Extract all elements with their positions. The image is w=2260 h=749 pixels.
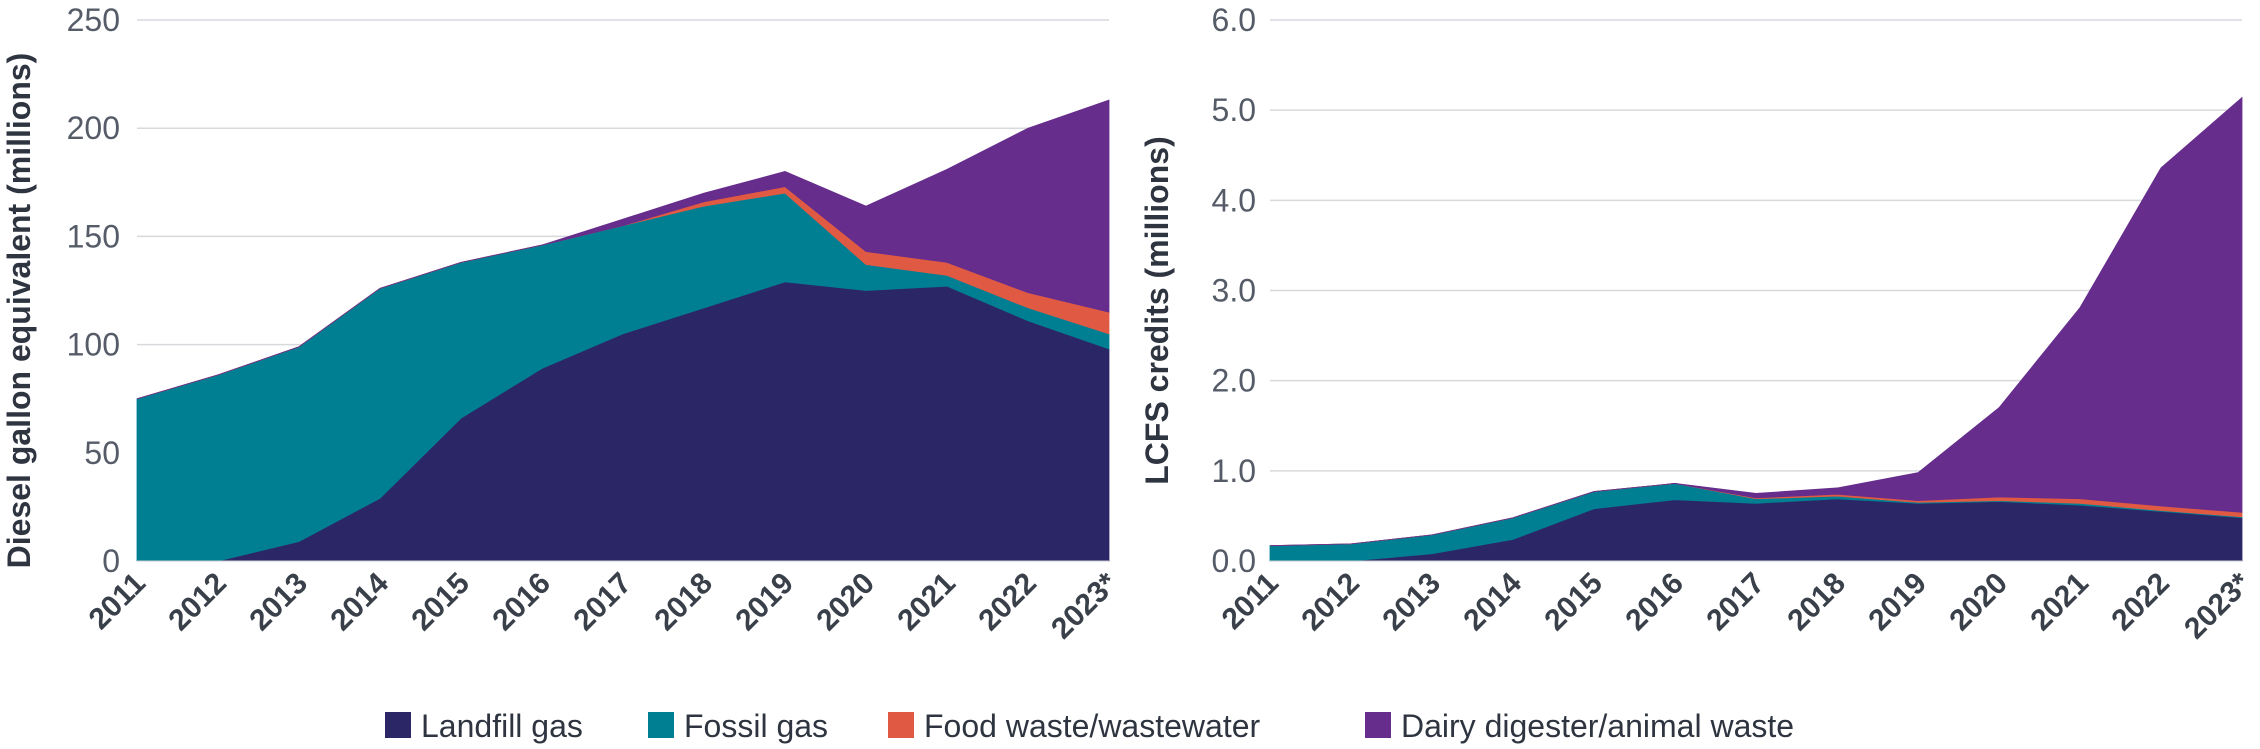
x-tick-label: 2022 [2105, 567, 2176, 638]
legend-label: Fossil gas [684, 708, 828, 744]
y-tick-label: 2.0 [1212, 363, 1256, 399]
legend-label: Landfill gas [421, 708, 583, 744]
legend: Landfill gas Fossil gas Food waste/wastewa… [385, 708, 1794, 744]
x-tick-label: 2021 [891, 567, 962, 638]
y-tick-label: 4.0 [1212, 182, 1256, 218]
x-tick-label: 2019 [729, 567, 800, 638]
x-tick-label: 2015 [405, 567, 476, 638]
y-tick-label: 1.0 [1212, 453, 1256, 489]
x-tick-label: 2018 [1781, 567, 1852, 638]
legend-swatch [385, 712, 411, 738]
legend-label: Dairy digester/animal waste [1401, 708, 1794, 744]
x-tick-label: 2020 [1943, 567, 2014, 638]
legend-label: Food waste/wastewater [924, 708, 1261, 744]
y-tick-label: 0.0 [1212, 543, 1256, 579]
y-tick-label: 100 [67, 327, 120, 363]
legend-swatch [1365, 712, 1391, 738]
x-tick-label: 2018 [648, 567, 719, 638]
x-tick-label: 2016 [1619, 567, 1690, 638]
y-axis-title: Diesel gallon equivalent (millions) [1, 53, 37, 569]
x-tick-label: 2020 [810, 567, 881, 638]
x-tick-label: 2022 [972, 567, 1043, 638]
x-tick-label: 2019 [1862, 567, 1933, 638]
legend-item: Fossil gas [648, 708, 828, 744]
x-tick-label: 2017 [567, 567, 638, 638]
area-series-dairy-digester-animal-waste [1269, 96, 2243, 547]
legend-swatch [648, 712, 674, 738]
x-tick-label: 2023* [2178, 566, 2257, 645]
legend-item: Food waste/wastewater [888, 708, 1261, 744]
y-tick-label: 6.0 [1212, 2, 1256, 38]
y-tick-label: 150 [67, 218, 120, 254]
legend-swatch [888, 712, 914, 738]
legend-item: Landfill gas [385, 708, 583, 744]
x-tick-label: 2021 [2024, 567, 2095, 638]
y-tick-label: 0 [102, 543, 120, 579]
x-tick-label: 2017 [1700, 567, 1771, 638]
x-tick-label: 2016 [486, 567, 557, 638]
y-tick-label: 200 [67, 110, 120, 146]
y-tick-label: 5.0 [1212, 92, 1256, 128]
y-tick-label: 3.0 [1212, 273, 1256, 309]
x-tick-label: 2014 [324, 566, 395, 637]
x-tick-label: 2012 [1295, 567, 1366, 638]
x-tick-label: 2011 [83, 567, 152, 636]
x-tick-label: 2015 [1538, 567, 1609, 638]
x-tick-label: 2023* [1045, 566, 1124, 645]
y-tick-label: 50 [84, 435, 120, 471]
area-series-dairy-digester-animal-waste [136, 99, 1110, 400]
y-axis-title: LCFS credits (millions) [1139, 136, 1175, 484]
x-tick-label: 2013 [243, 567, 314, 638]
x-tick-label: 2014 [1457, 566, 1528, 637]
x-tick-label: 2013 [1376, 567, 1447, 638]
x-tick-label: 2012 [162, 567, 233, 638]
y-tick-label: 250 [67, 2, 120, 38]
legend-item: Dairy digester/animal waste [1365, 708, 1794, 744]
